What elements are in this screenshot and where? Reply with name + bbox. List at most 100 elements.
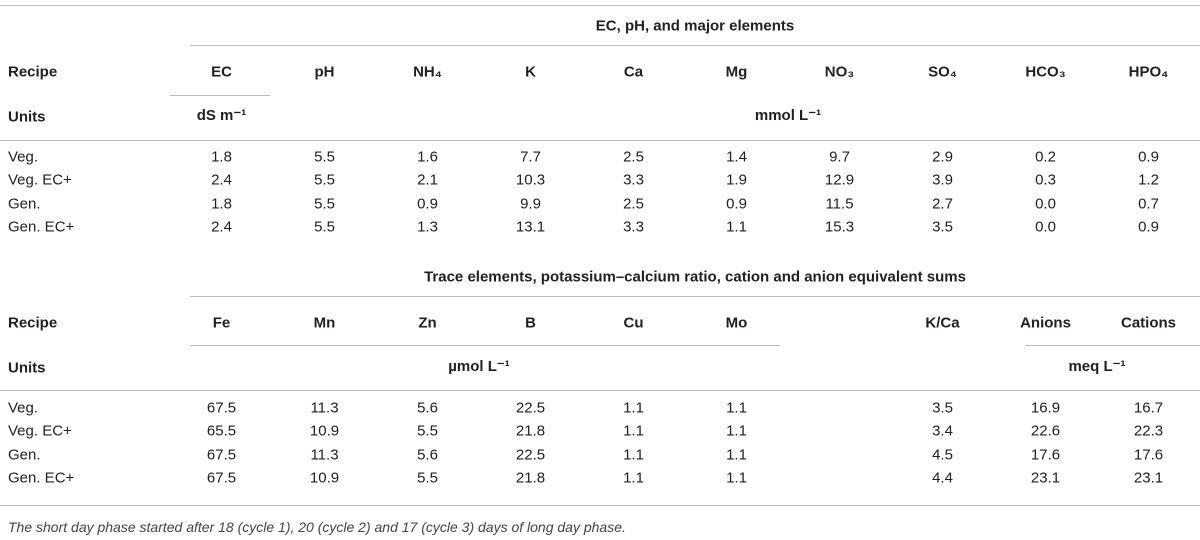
column-header: EC — [211, 63, 232, 81]
column-header: Zn — [418, 314, 437, 332]
units-label: Units — [8, 359, 46, 377]
cell: 1.6 — [417, 148, 438, 166]
row-label: Veg. — [8, 148, 39, 166]
cell: 0.0 — [1035, 218, 1056, 236]
column-header: Mn — [313, 314, 336, 332]
column-header: NO₃ — [824, 63, 855, 81]
cell: 1.2 — [1138, 171, 1159, 189]
cell: 4.4 — [932, 469, 953, 487]
cell: 9.9 — [520, 195, 541, 213]
cell: 3.4 — [932, 422, 953, 440]
units: mmol L⁻¹ — [754, 107, 822, 124]
cell: 67.5 — [206, 469, 237, 487]
cell: 2.5 — [623, 195, 644, 213]
cell: 2.7 — [932, 195, 953, 213]
cell: 21.8 — [515, 469, 546, 487]
cell: 1.1 — [726, 469, 747, 487]
cell: 2.9 — [932, 148, 953, 166]
rule — [190, 296, 1200, 297]
cell: 1.8 — [211, 148, 232, 166]
cell: 0.7 — [1138, 195, 1159, 213]
column-header: Recipe — [8, 314, 58, 332]
cell: 1.1 — [726, 399, 747, 417]
cell: 67.5 — [206, 399, 237, 417]
column-header: K — [525, 63, 536, 81]
column-header: Fe — [212, 314, 231, 332]
cell: 2.4 — [211, 171, 232, 189]
row-label: Gen. — [8, 195, 41, 213]
cell: 13.1 — [515, 218, 546, 236]
units: dS m⁻¹ — [196, 107, 247, 124]
cell: 1.4 — [726, 148, 747, 166]
cell: 1.1 — [623, 446, 644, 464]
cell: 15.3 — [824, 218, 855, 236]
rule — [170, 95, 270, 96]
rule — [0, 5, 1200, 6]
column-header: K/Ca — [925, 314, 960, 332]
rule — [190, 45, 1200, 46]
cell: 0.9 — [1138, 218, 1159, 236]
cell: 65.5 — [206, 422, 237, 440]
column-header: Recipe — [8, 63, 58, 81]
cell: 5.5 — [417, 469, 438, 487]
column-header: SO₄ — [928, 63, 957, 81]
cell: 12.9 — [824, 171, 855, 189]
cell: 1.3 — [417, 218, 438, 236]
row-label: Gen. EC+ — [8, 218, 75, 236]
cell: 22.5 — [515, 399, 546, 417]
cell: 3.3 — [623, 171, 644, 189]
cell: 11.5 — [825, 195, 854, 213]
section-title: Trace elements, potassium–calcium ratio,… — [424, 268, 966, 286]
cell: 2.4 — [211, 218, 232, 236]
cell: 10.9 — [309, 469, 340, 487]
cell: 11.3 — [310, 446, 339, 464]
cell: 1.8 — [211, 195, 232, 213]
cell: 1.1 — [623, 399, 644, 417]
footnote: The short day phase started after 18 (cy… — [8, 519, 626, 535]
cell: 1.1 — [726, 446, 747, 464]
rule — [0, 140, 1200, 141]
cell: 23.1 — [1133, 469, 1164, 487]
cell: 17.6 — [1030, 446, 1061, 464]
cell: 5.5 — [314, 148, 335, 166]
row-label: Veg. EC+ — [8, 171, 72, 189]
cell: 10.3 — [515, 171, 546, 189]
cell: 2.1 — [417, 171, 438, 189]
column-header: HCO₃ — [1025, 63, 1066, 81]
cell: 1.1 — [726, 218, 747, 236]
cell: 9.7 — [829, 148, 850, 166]
column-header: Ca — [623, 63, 644, 81]
cell: 3.5 — [932, 218, 953, 236]
cell: 21.8 — [515, 422, 546, 440]
column-header: pH — [314, 63, 335, 81]
cell: 22.6 — [1030, 422, 1061, 440]
cell: 5.5 — [314, 195, 335, 213]
cell: 10.9 — [309, 422, 340, 440]
cell: 1.1 — [623, 469, 644, 487]
row-label: Veg. EC+ — [8, 422, 72, 440]
rule — [1025, 345, 1200, 346]
cell: 3.5 — [932, 399, 953, 417]
cell: 16.7 — [1133, 399, 1164, 417]
row-label: Veg. — [8, 399, 39, 417]
cell: 5.5 — [314, 171, 335, 189]
cell: 0.2 — [1035, 148, 1056, 166]
rule — [190, 345, 780, 346]
column-header: HPO₄ — [1128, 63, 1169, 81]
column-header: Cu — [623, 314, 644, 332]
cell: 23.1 — [1030, 469, 1061, 487]
column-header: Mg — [725, 63, 748, 81]
rule — [0, 390, 1200, 391]
cell: 3.3 — [623, 218, 644, 236]
cell: 0.9 — [1138, 148, 1159, 166]
units: µmol L⁻¹ — [448, 358, 510, 375]
cell: 7.7 — [520, 148, 541, 166]
cell: 5.5 — [417, 422, 438, 440]
column-header: Anions — [1020, 314, 1071, 332]
cell: 1.1 — [726, 422, 747, 440]
units-label: Units — [8, 108, 46, 126]
cell: 17.6 — [1133, 446, 1164, 464]
rule — [0, 505, 1200, 506]
cell: 22.5 — [515, 446, 546, 464]
